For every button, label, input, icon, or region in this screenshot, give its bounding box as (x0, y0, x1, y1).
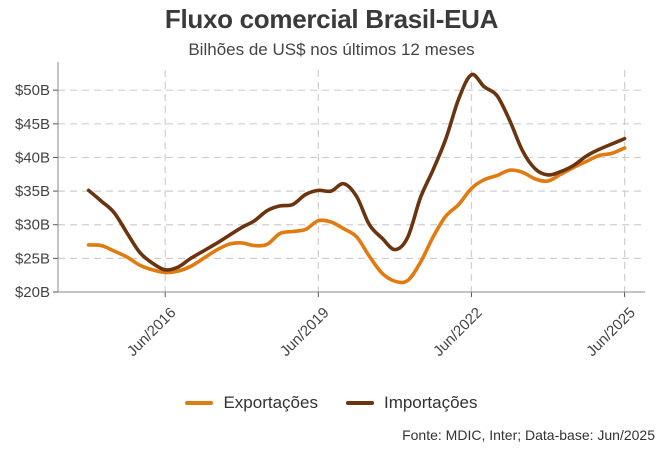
legend-item-exportacoes: Exportações (185, 393, 318, 413)
x-tick-label: Jun/2019 (277, 304, 333, 360)
y-tick-label: $25B (15, 250, 50, 267)
legend: Exportações Importações (0, 393, 663, 413)
legend-label-exportacoes: Exportações (223, 393, 318, 412)
axes (53, 62, 645, 297)
y-tick-label: $30B (15, 217, 50, 234)
series-line-importacoes (86, 72, 627, 272)
x-tick-label: Jun/2016 (124, 304, 180, 360)
line-chart: $20B $25B $30B $35B $40B $45B $50B Jun/2016 Jun/… (15, 62, 645, 360)
y-tick-label: $20B (15, 284, 50, 301)
x-tick-label: Jun/2025 (583, 304, 639, 360)
y-tick-label: $50B (15, 82, 50, 99)
y-tick-label: $45B (15, 116, 50, 133)
chart-title: Fluxo comercial Brasil-EUA (164, 4, 499, 34)
series-lines (86, 72, 627, 285)
series-line-exportacoes (86, 146, 627, 285)
y-tick-label: $35B (15, 183, 50, 200)
source-note: Fonte: MDIC, Inter; Data-base: Jun/2025 (402, 427, 655, 443)
legend-label-importacoes: Importações (383, 393, 478, 412)
x-tick-label: Jun/2022 (430, 304, 486, 360)
chart-subtitle: Bilhões de US$ nos últimos 12 meses (188, 40, 475, 59)
legend-swatch-importacoes (345, 401, 374, 405)
y-tick-label: $40B (15, 149, 50, 166)
legend-swatch-exportacoes (185, 401, 214, 405)
legend-item-importacoes: Importações (345, 393, 478, 413)
